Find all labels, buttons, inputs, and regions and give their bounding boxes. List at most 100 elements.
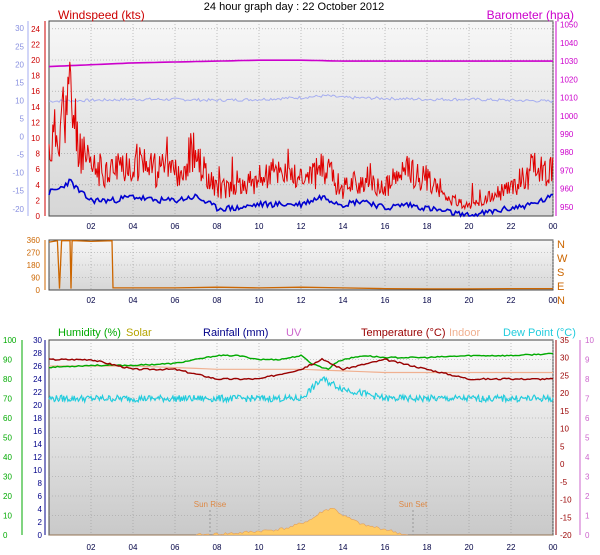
windspeed-axis-label: Windspeed (kts)	[58, 8, 145, 22]
blue-tick-label: 20	[15, 60, 24, 69]
wind-baro-ticks: 242220181614121086420302520151050-5-10-1…	[12, 21, 578, 231]
temp-hum-time-label: 18	[423, 543, 432, 552]
barometer-tick-label: 1040	[560, 39, 578, 48]
gust-line	[48, 61, 554, 211]
blue-tick-label: -10	[12, 169, 24, 178]
blue-tick-label: -20	[12, 205, 24, 214]
temp-tick-label: -20	[560, 531, 572, 540]
sunset-label: Sun Set	[399, 500, 428, 509]
rain-tick-label: 30	[33, 336, 42, 345]
windspeed-tick-label: 20	[31, 56, 40, 65]
blue-tick-label: 25	[15, 42, 24, 51]
legend-uv: UV	[286, 327, 302, 339]
compass-label: W	[557, 253, 568, 265]
dew-tick-label: 3	[585, 473, 590, 482]
direction-time-label: 02	[87, 296, 96, 305]
blue-tick-label: 0	[20, 133, 25, 142]
rain-tick-label: 14	[33, 440, 42, 449]
rain-tick-label: 22	[33, 388, 42, 397]
temp-hum-time-label: 10	[255, 543, 264, 552]
temp-hum-series	[48, 352, 554, 536]
rain-tick-label: 2	[38, 518, 43, 527]
direction-time-label: 12	[297, 296, 306, 305]
wind-baro-time-label: 08	[213, 222, 222, 231]
blue-tick-label: 10	[15, 96, 24, 105]
dewpoint-line	[48, 376, 554, 405]
compass-label: E	[557, 281, 564, 293]
legend-solar: Solar	[126, 327, 152, 339]
temperature-line	[48, 357, 554, 381]
barometer-tick-label: 990	[560, 130, 574, 139]
direction-tick-label: 360	[27, 236, 41, 245]
direction-time-label: 16	[381, 296, 390, 305]
temp-hum-time-label: 20	[465, 543, 474, 552]
temp-hum-time-label: 02	[87, 543, 96, 552]
windspeed-tick-label: 0	[36, 212, 41, 221]
direction-tick-label: 270	[27, 249, 41, 258]
rain-tick-label: 12	[33, 453, 42, 462]
barometer-tick-label: 1020	[560, 75, 578, 84]
temp-hum-time-label: 12	[297, 543, 306, 552]
wind-baro-time-label: 10	[255, 222, 264, 231]
blue-tick-label: 30	[15, 24, 24, 33]
temp-tick-label: -5	[560, 478, 568, 487]
temp-hum-time-label: 14	[339, 543, 348, 552]
wind-baro-time-label: 02	[87, 222, 96, 231]
wind-baro-time-label: 22	[507, 222, 516, 231]
direction-tick-label: 180	[27, 261, 41, 270]
direction-line	[48, 239, 553, 290]
dew-tick-label: 8	[585, 375, 590, 384]
humidity-tick-label: 60	[3, 414, 12, 423]
blue-tick-label: 5	[20, 115, 25, 124]
temp-hum-time-label: 00	[549, 543, 558, 552]
direction-time-label: 06	[171, 296, 180, 305]
wind-baro-time-label: 18	[423, 222, 432, 231]
temp-tick-label: -10	[560, 496, 572, 505]
dew-tick-label: 5	[585, 434, 590, 443]
temp-hum-time-label: 06	[171, 543, 180, 552]
humidity-tick-label: 90	[3, 356, 12, 365]
temp-tick-label: 15	[560, 407, 569, 416]
temp-tick-label: 25	[560, 371, 569, 380]
blue-tick-label: 15	[15, 78, 24, 87]
temp-hum-time-label: 22	[507, 543, 516, 552]
rain-tick-label: 24	[33, 375, 42, 384]
direction-series	[48, 239, 553, 290]
wind-baro-series	[48, 59, 554, 218]
rain-tick-label: 8	[38, 479, 43, 488]
barometer-tick-label: 960	[560, 185, 574, 194]
direction-time-label: 18	[423, 296, 432, 305]
temp-tick-label: 20	[560, 389, 569, 398]
windspeed-tick-label: 18	[31, 72, 40, 81]
windspeed-tick-label: 4	[36, 181, 41, 190]
barometer-axis-label: Barometer (hpa)	[487, 8, 574, 22]
dew-tick-label: 9	[585, 356, 590, 365]
temp-hum-ticks: 1009080706050403020100302826242220181614…	[3, 336, 594, 552]
temp-hum-time-label: 08	[213, 543, 222, 552]
wind-baro-time-label: 06	[171, 222, 180, 231]
barometer-tick-label: 1000	[560, 112, 578, 121]
humidity-tick-label: 70	[3, 395, 12, 404]
dew-tick-label: 10	[585, 336, 594, 345]
rain-tick-label: 10	[33, 466, 42, 475]
compass-label: N	[557, 295, 565, 307]
temp-tick-label: 10	[560, 425, 569, 434]
temp-tick-label: 5	[560, 442, 565, 451]
direction-time-label: 04	[129, 296, 138, 305]
barometer-tick-label: 980	[560, 148, 574, 157]
humidity-tick-label: 10	[3, 512, 12, 521]
windspeed-tick-label: 2	[36, 196, 41, 205]
sunrise-label: Sun Rise	[194, 500, 227, 509]
compass-label: N	[557, 239, 565, 251]
rain-tick-label: 28	[33, 349, 42, 358]
direction-time-label: 20	[465, 296, 474, 305]
direction-grid	[49, 240, 554, 290]
barometer-tick-label: 970	[560, 166, 574, 175]
wind-baro-time-label: 14	[339, 222, 348, 231]
temp-tick-label: 30	[560, 354, 569, 363]
direction-time-label: 22	[507, 296, 516, 305]
dew-tick-label: 4	[585, 453, 590, 462]
temp-tick-label: 0	[560, 460, 565, 469]
